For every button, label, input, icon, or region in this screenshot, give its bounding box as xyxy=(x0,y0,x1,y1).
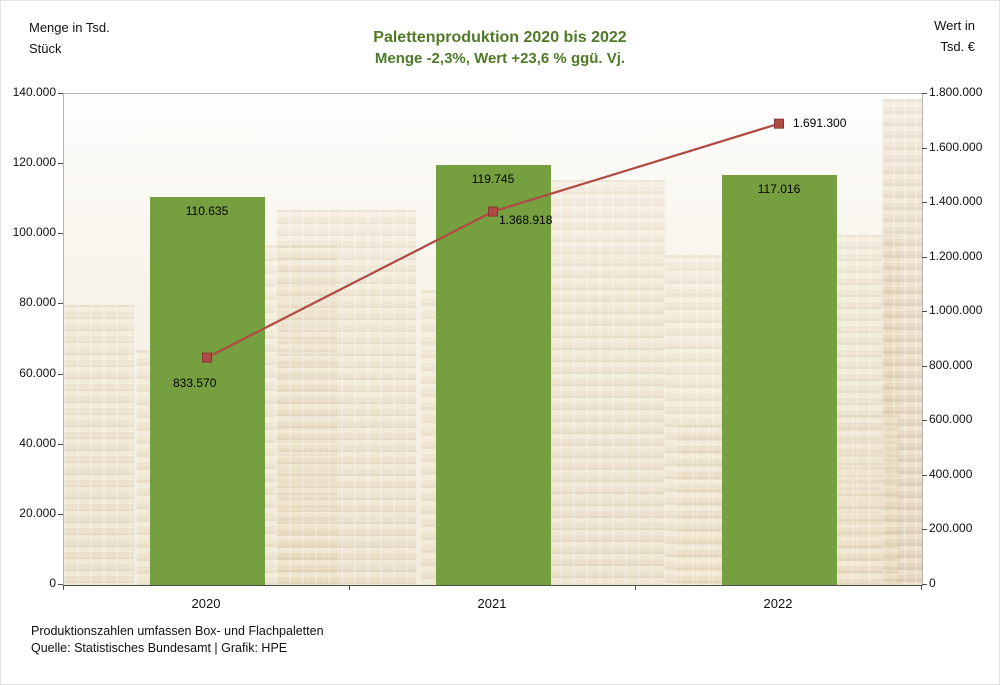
left-axis-tick-label: 80.000 xyxy=(19,295,56,310)
chart-title: Palettenproduktion 2020 bis 2022 xyxy=(373,29,627,46)
right-axis-title: Wert in Tsd. € xyxy=(934,15,975,57)
bar-value-label: 119.745 xyxy=(471,172,515,187)
x-axis-tick xyxy=(921,585,922,590)
right-axis-tick-label: 1.000.000 xyxy=(929,303,983,318)
right-axis-tick xyxy=(922,365,927,367)
left-axis-tick-label: 120.000 xyxy=(12,155,56,170)
bar-value-label: 110.635 xyxy=(185,203,229,218)
right-axis-tick-label: 1.800.000 xyxy=(929,85,983,99)
x-axis-category-label: 2021 xyxy=(477,596,507,611)
title-block: Palettenproduktion 2020 bis 2022 Menge -… xyxy=(1,29,999,67)
bar-2021 xyxy=(435,165,551,585)
x-axis-category-label: 2020 xyxy=(191,596,221,611)
line-marker-2020 xyxy=(202,352,212,363)
left-axis-tick xyxy=(58,443,63,445)
footer-note-2: Quelle: Statistisches Bundesamt | Grafik… xyxy=(31,641,288,655)
right-axis-tick-label: 400.000 xyxy=(929,466,973,481)
right-axis-tick xyxy=(922,584,927,585)
line-value-label: 833.570 xyxy=(173,375,217,390)
right-axis-tick xyxy=(922,202,927,204)
line-marker-2022 xyxy=(774,118,784,129)
left-axis-tick-label: 40.000 xyxy=(19,435,56,450)
left-axis-tick xyxy=(58,303,63,305)
left-axis-title-line1: Menge in Tsd. xyxy=(29,20,110,35)
left-axis-title-line2: Stück xyxy=(29,41,62,56)
x-axis-tick xyxy=(349,585,350,590)
right-axis-tick-label: 600.000 xyxy=(929,412,973,427)
right-axis-tick xyxy=(922,529,927,531)
right-axis-tick-label: 200.000 xyxy=(929,521,973,536)
left-axis-tick-label: 20.000 xyxy=(19,505,56,520)
left-axis-tick xyxy=(58,513,63,515)
right-axis-tick xyxy=(922,147,927,149)
right-axis-tick-label: 1.400.000 xyxy=(929,194,983,209)
left-axis-tick-label: 100.000 xyxy=(12,225,56,240)
left-axis-tick xyxy=(58,93,63,94)
right-axis-tick xyxy=(922,311,927,313)
right-axis-tick xyxy=(922,256,927,258)
right-axis-tick xyxy=(922,474,927,476)
right-axis-tick xyxy=(922,420,927,422)
bar-value-label: 117.016 xyxy=(757,181,801,196)
x-axis-category-label: 2022 xyxy=(763,596,793,611)
bar-2020 xyxy=(149,197,265,585)
right-axis-tick-label: 0 xyxy=(929,576,936,590)
bar-2022 xyxy=(721,174,837,585)
line-marker-2021 xyxy=(488,206,498,217)
left-axis-tick-label: 140.000 xyxy=(12,85,56,99)
value-line xyxy=(206,122,780,359)
line-value-label: 1.368.918 xyxy=(499,212,553,227)
x-axis-tick xyxy=(63,585,64,590)
value-line-layer xyxy=(202,118,784,363)
right-axis-title-line1: Wert in xyxy=(934,18,975,33)
left-axis-tick xyxy=(58,584,63,585)
chart-subtitle: Menge -2,3%, Wert +23,6 % ggü. Vj. xyxy=(374,50,626,67)
right-axis-title-line2: Tsd. € xyxy=(940,39,975,54)
left-axis-tick xyxy=(58,233,63,235)
x-axis-tick xyxy=(635,585,636,590)
footer-notes: Produktionszahlen umfassen Box- und Flac… xyxy=(31,623,324,657)
left-axis-tick-label: 0 xyxy=(49,576,56,590)
right-axis-tick xyxy=(922,93,927,94)
left-axis-tick xyxy=(58,373,63,375)
left-axis-tick-label: 60.000 xyxy=(19,365,56,380)
right-axis-tick-label: 1.200.000 xyxy=(929,248,983,263)
left-axis-title: Menge in Tsd. Stück xyxy=(29,17,110,59)
footer-note-1: Produktionszahlen umfassen Box- und Flac… xyxy=(31,624,324,638)
right-axis-tick-label: 1.600.000 xyxy=(929,139,983,154)
line-value-label: 1.691.300 xyxy=(793,115,847,130)
plot-area: 110.635 119.745 117.016 833.570 1.368.918 1.6… xyxy=(63,93,923,586)
right-axis-tick-label: 800.000 xyxy=(929,357,973,372)
left-axis-tick xyxy=(58,163,63,165)
